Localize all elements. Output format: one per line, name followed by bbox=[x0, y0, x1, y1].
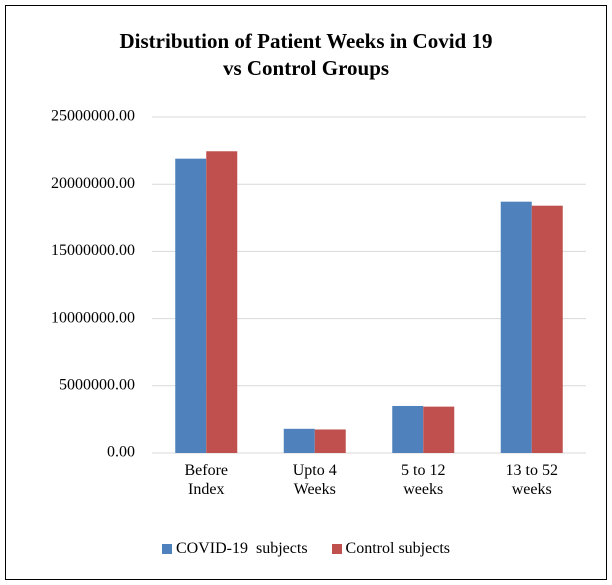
chart-title: vs Control Groups bbox=[223, 56, 389, 80]
legend-item: COVID-19 subjects bbox=[162, 540, 308, 558]
legend-swatch bbox=[162, 544, 172, 554]
x-tick-label: 13 to 52 weeks bbox=[505, 462, 558, 498]
bar bbox=[283, 428, 315, 453]
legend-label: Control subjects bbox=[345, 540, 450, 557]
y-tick-label: 5000000.00 bbox=[59, 376, 135, 393]
legend-item: Control subjects bbox=[331, 540, 450, 558]
legend-label: COVID-19 subjects bbox=[176, 540, 308, 557]
bar bbox=[314, 429, 346, 453]
bar bbox=[500, 201, 532, 453]
y-tick-label: 25000000.00 bbox=[51, 108, 135, 125]
y-tick-label: 15000000.00 bbox=[51, 242, 135, 259]
x-tick-label: 5 to 12 weeks bbox=[401, 462, 446, 498]
y-tick-label: 0.00 bbox=[107, 444, 135, 461]
x-tick-label: Upto 4 Weeks bbox=[292, 462, 337, 498]
bar bbox=[531, 205, 563, 453]
bar bbox=[392, 405, 424, 453]
x-tick-label: Before Index bbox=[184, 462, 229, 498]
bar bbox=[175, 158, 207, 453]
legend: COVID-19 subjects Control subjects bbox=[0, 540, 612, 558]
legend-swatch bbox=[331, 544, 342, 554]
bar bbox=[423, 406, 455, 453]
y-tick-label: 20000000.00 bbox=[51, 175, 135, 192]
y-tick-label: 10000000.00 bbox=[51, 309, 135, 326]
bar bbox=[206, 151, 238, 453]
chart-title: Distribution of Patient Weeks in Covid 1… bbox=[120, 29, 493, 53]
